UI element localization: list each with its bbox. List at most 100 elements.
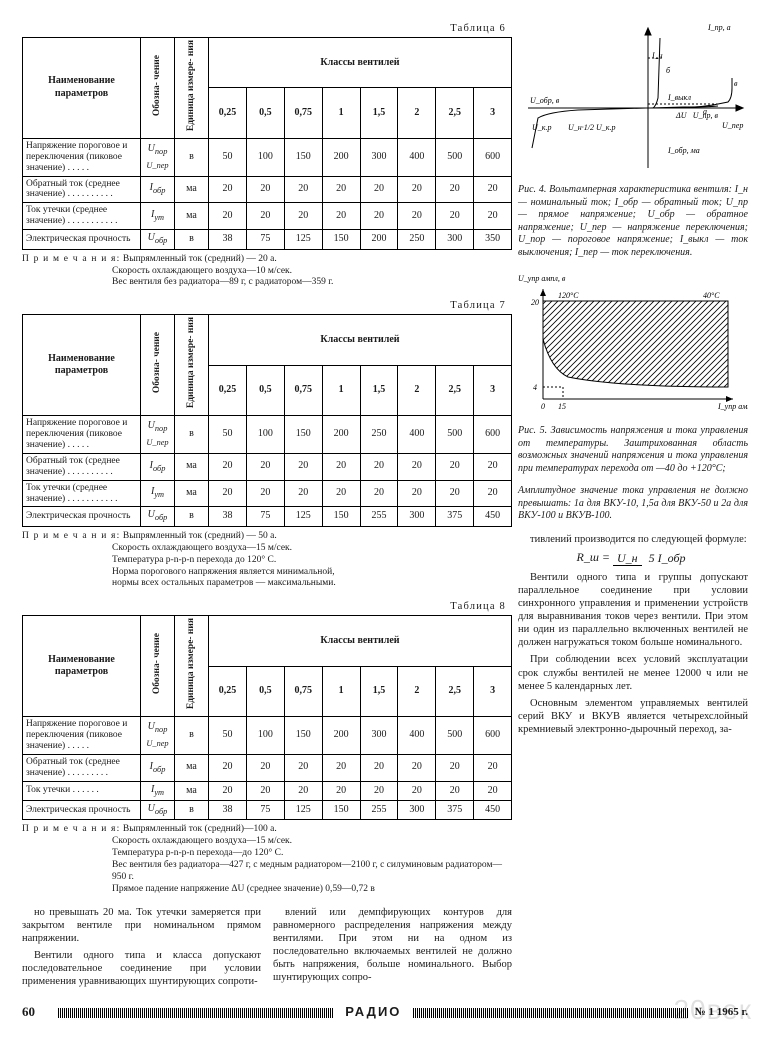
value-cell: 20 xyxy=(398,781,436,800)
value-cell: 150 xyxy=(322,230,360,249)
fig5-tlo: 120°С xyxy=(558,291,579,300)
fig4-uobr: U_обр, в xyxy=(530,96,560,105)
table6-head-param: Наименование параметров xyxy=(23,38,141,139)
unit-cell: ма xyxy=(175,781,209,800)
value-cell: 20 xyxy=(284,453,322,480)
value-cell: 125 xyxy=(284,507,322,526)
symbol-cell: Iобр xyxy=(141,754,175,781)
value-cell: 500 xyxy=(436,138,474,176)
value-cell: 20 xyxy=(246,203,284,230)
value-cell: 20 xyxy=(322,754,360,781)
fig4-in: I_н xyxy=(651,51,663,60)
figure-5-caption2: Амплитудное значение тока управления не … xyxy=(518,485,748,523)
value-cell: 20 xyxy=(474,781,512,800)
table7-head-sym: Обозна- чение xyxy=(141,315,175,416)
value-cell: 500 xyxy=(436,416,474,454)
value-cell: 20 xyxy=(360,781,398,800)
bottom-text: но превышать 20 ма. Ток утечки замеряетс… xyxy=(22,906,512,991)
symbol-cell: Iут xyxy=(141,781,175,800)
value-cell: 38 xyxy=(209,801,247,820)
table7-head-param: Наименование параметров xyxy=(23,315,141,416)
fig5-ylabel: U_упр ампл, в xyxy=(518,274,566,283)
table7-head-unit: Единица измере- ния xyxy=(175,315,209,416)
value-cell: 20 xyxy=(209,453,247,480)
fig4-du: ΔU xyxy=(675,111,688,120)
value-cell: 200 xyxy=(322,138,360,176)
value-cell: 20 xyxy=(209,176,247,203)
value-cell: 400 xyxy=(398,717,436,755)
value-cell: 600 xyxy=(474,416,512,454)
table-row: Напряжение пороговое и переключения (пик… xyxy=(23,416,512,454)
table8-head-group: Классы вентилей xyxy=(209,616,512,666)
value-cell: 100 xyxy=(246,717,284,755)
formula-rsh: R_ш = U_н 5 I_обр xyxy=(518,550,748,565)
value-cell: 20 xyxy=(436,176,474,203)
fig4-un12: U_н·1/2 U_к.р xyxy=(568,123,616,132)
table-row: Обратный ток (среднее значение) . . . . … xyxy=(23,453,512,480)
table7-label: Таблица 7 xyxy=(22,299,506,312)
value-cell: 375 xyxy=(436,507,474,526)
param-name-cell: Напряжение пороговое и переключения (пик… xyxy=(23,717,141,755)
value-cell: 20 xyxy=(436,781,474,800)
value-cell: 600 xyxy=(474,138,512,176)
symbol-cell: Iобр xyxy=(141,176,175,203)
figure-5-caption: Рис. 5. Зависимость напряжения и тока уп… xyxy=(518,425,748,475)
table7: Наименование параметров Обозна- чение Ед… xyxy=(22,314,512,527)
value-cell: 255 xyxy=(360,507,398,526)
param-name-cell: Ток утечки . . . . . . xyxy=(23,781,141,800)
value-cell: 125 xyxy=(284,801,322,820)
value-cell: 20 xyxy=(284,754,322,781)
value-cell: 20 xyxy=(322,453,360,480)
value-cell: 20 xyxy=(474,203,512,230)
symbol-cell: Uобр xyxy=(141,801,175,820)
value-cell: 20 xyxy=(436,480,474,507)
unit-cell: в xyxy=(175,801,209,820)
table-row: Ток утечки (среднее значение) . . . . . … xyxy=(23,203,512,230)
fig4-ukp: U_к.р xyxy=(532,123,552,132)
table6-head-unit: Единица измере- ния xyxy=(175,38,209,139)
value-cell: 20 xyxy=(398,480,436,507)
value-cell: 250 xyxy=(398,230,436,249)
symbol-cell: Iут xyxy=(141,480,175,507)
fig5-xlabel: I_упр ампл, ма xyxy=(717,402,748,411)
fig5-y4: 4 xyxy=(533,383,537,392)
table-row: Обратный ток (среднее значение) . . . . … xyxy=(23,176,512,203)
value-cell: 38 xyxy=(209,230,247,249)
value-cell: 300 xyxy=(360,138,398,176)
param-name-cell: Ток утечки (среднее значение) . . . . . … xyxy=(23,203,141,230)
unit-cell: ма xyxy=(175,176,209,203)
table8: Наименование параметров Обозна- чение Ед… xyxy=(22,615,512,820)
value-cell: 20 xyxy=(284,781,322,800)
value-cell: 150 xyxy=(284,138,322,176)
figure-4-caption: Рис. 4. Вольтамперная характеристика вен… xyxy=(518,184,748,259)
unit-cell: ма xyxy=(175,203,209,230)
value-cell: 200 xyxy=(322,717,360,755)
fig4-b: б xyxy=(666,66,671,75)
param-name-cell: Обратный ток (среднее значение) . . . . … xyxy=(23,754,141,781)
value-cell: 255 xyxy=(360,801,398,820)
value-cell: 200 xyxy=(322,416,360,454)
value-cell: 125 xyxy=(284,230,322,249)
table8-head-sym: Обозна- чение xyxy=(141,616,175,717)
value-cell: 75 xyxy=(246,230,284,249)
fig4-uper: U_пер xyxy=(722,121,743,130)
fig5-y20: 20 xyxy=(531,298,539,307)
value-cell: 200 xyxy=(360,230,398,249)
right-column: I_пр, а I_н б в U_пр, в U_обр, в I_выкл … xyxy=(518,18,748,740)
value-cell: 20 xyxy=(246,754,284,781)
value-cell: 20 xyxy=(284,176,322,203)
unit-cell: в xyxy=(175,416,209,454)
fig4-ivykl: I_выкл xyxy=(667,93,691,102)
param-name-cell: Электрическая прочность xyxy=(23,801,141,820)
unit-cell: в xyxy=(175,230,209,249)
value-cell: 20 xyxy=(398,754,436,781)
symbol-cell: Uобр xyxy=(141,230,175,249)
value-cell: 375 xyxy=(436,801,474,820)
param-name-cell: Напряжение пороговое и переключения (пик… xyxy=(23,416,141,454)
value-cell: 38 xyxy=(209,507,247,526)
param-name-cell: Ток утечки (среднее значение) . . . . . … xyxy=(23,480,141,507)
value-cell: 75 xyxy=(246,507,284,526)
symbol-cell: Iут xyxy=(141,203,175,230)
fig5-thi: 40°С xyxy=(703,291,720,300)
param-name-cell: Обратный ток (среднее значение) . . . . … xyxy=(23,453,141,480)
